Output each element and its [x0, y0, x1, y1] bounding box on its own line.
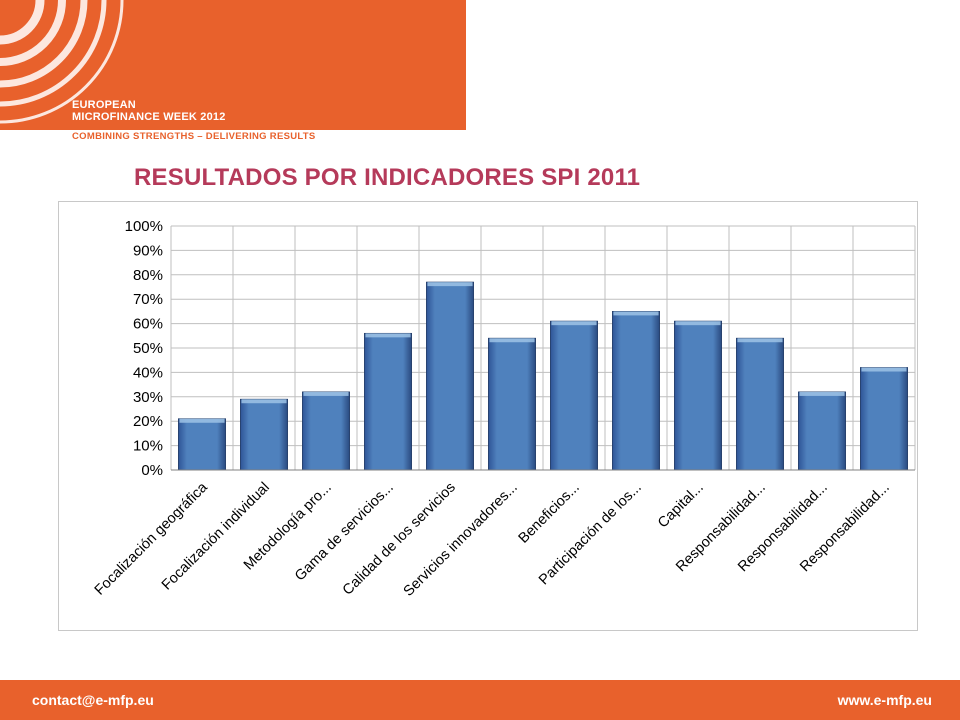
bar-chart: 0% 10% 20% 30% 40% 50% 60% 70% 80% 90% 100% Focaliz…	[92, 218, 916, 600]
bar-highlight	[365, 333, 411, 338]
bar-highlight	[799, 391, 845, 396]
contact-email-link[interactable]: contact@e-mfp.eu	[32, 692, 154, 708]
y-tick-label: 50%	[133, 340, 163, 357]
x-tick-label: Calidad de los servicios	[340, 480, 459, 599]
y-tick-label: 70%	[133, 291, 163, 308]
y-tick-label: 30%	[133, 389, 163, 406]
slogan: COMBINING STRENGTHS – DELIVERING RESULTS	[72, 131, 316, 142]
y-tick-label: 90%	[133, 242, 163, 259]
x-tick-label: Beneficios...	[516, 480, 583, 547]
bar-highlight	[551, 321, 597, 326]
bar	[798, 391, 846, 471]
bar	[488, 337, 536, 471]
bar-highlight	[179, 418, 225, 423]
slogan-bar	[0, 130, 466, 147]
bar	[736, 337, 784, 471]
bar	[240, 398, 288, 471]
bar	[550, 320, 598, 471]
y-tick-label: 100%	[125, 218, 163, 235]
bar-highlight	[427, 282, 473, 287]
bar	[302, 391, 350, 471]
slide-title: RESULTADOS POR INDICADORES SPI 2011	[134, 164, 641, 191]
y-tick-label: 40%	[133, 364, 163, 381]
bar	[364, 332, 412, 471]
x-tick-label: Focalización individual	[159, 480, 273, 594]
y-tick-label: 0%	[141, 462, 163, 479]
bar-highlight	[303, 391, 349, 396]
logo-arcs-icon	[0, 0, 124, 124]
y-tick-label: 20%	[133, 413, 163, 430]
bar-highlight	[489, 338, 535, 343]
bar-highlight	[241, 399, 287, 404]
bar	[674, 320, 722, 471]
x-tick-label: Capital...	[655, 480, 707, 532]
bar-highlight	[675, 321, 721, 326]
header-banner: EUROPEAN MICROFINANCE WEEK 2012	[0, 0, 466, 130]
bar-highlight	[613, 311, 659, 316]
brand-name-line1: EUROPEAN	[72, 99, 136, 111]
brand-name-line2: MICROFINANCE WEEK 2012	[72, 111, 226, 123]
bar-highlight	[737, 338, 783, 343]
y-tick-label: 10%	[133, 438, 163, 455]
y-tick-label: 80%	[133, 267, 163, 284]
x-tick-label: Focalización geográfica	[92, 479, 212, 599]
x-tick-label: Servicios innovadores...	[401, 480, 521, 600]
bar-highlight	[861, 367, 907, 372]
x-tick-label: Participación de los...	[536, 480, 645, 589]
bar	[612, 311, 660, 471]
bar	[426, 281, 474, 471]
bar	[860, 367, 908, 471]
y-tick-label: 60%	[133, 316, 163, 333]
website-link[interactable]: www.e-mfp.eu	[837, 692, 932, 708]
chart-frame: 0% 10% 20% 30% 40% 50% 60% 70% 80% 90% 100% Focaliz…	[58, 201, 918, 631]
bar	[178, 418, 226, 471]
footer-bar: contact@e-mfp.eu www.e-mfp.eu	[0, 680, 960, 720]
